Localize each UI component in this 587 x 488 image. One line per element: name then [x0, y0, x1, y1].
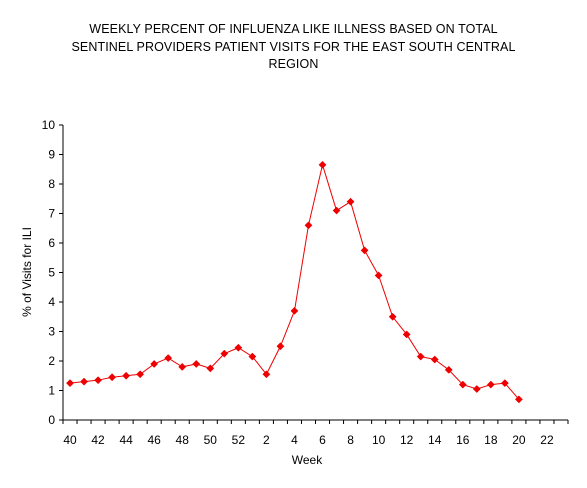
- data-point-marker: [248, 352, 257, 361]
- chart-title-line-1: WEEKLY PERCENT OF INFLUENZA LIKE ILLNESS…: [89, 22, 498, 36]
- y-tick-label: 2: [48, 354, 55, 368]
- x-tick-label: 2: [263, 433, 270, 447]
- data-point-marker: [430, 355, 439, 364]
- data-point-marker: [486, 380, 495, 389]
- y-tick-label: 6: [48, 236, 55, 250]
- data-point-marker: [164, 354, 173, 363]
- data-point-marker: [416, 352, 425, 361]
- data-point-marker: [66, 379, 74, 388]
- data-point-marker: [178, 362, 187, 371]
- x-tick-label: 20: [512, 433, 526, 447]
- data-point-marker: [150, 359, 159, 368]
- data-point-marker: [402, 330, 411, 339]
- x-tick-label: 48: [176, 433, 190, 447]
- series-group: [66, 160, 523, 404]
- y-tick-label: 8: [48, 177, 55, 191]
- x-tick-label: 16: [456, 433, 470, 447]
- data-point-marker: [500, 379, 509, 388]
- axes-group: [59, 124, 569, 424]
- data-point-marker: [346, 197, 355, 206]
- x-tick-label: 50: [204, 433, 218, 447]
- y-tick-label: 7: [48, 207, 55, 221]
- chart-title-line-3: REGION: [268, 57, 319, 71]
- x-tick-label: 12: [400, 433, 414, 447]
- x-tick-label: 40: [63, 433, 77, 447]
- x-axis-title: Week: [292, 453, 323, 467]
- series-line: [69, 162, 520, 400]
- data-point-marker: [262, 370, 271, 379]
- data-point-marker: [80, 377, 88, 386]
- data-point-marker: [206, 364, 215, 373]
- data-point-marker: [136, 370, 145, 379]
- x-tick-label: 52: [232, 433, 246, 447]
- y-tick-label: 5: [48, 266, 55, 280]
- x-tick-label: 44: [119, 433, 133, 447]
- y-tick-label: 4: [48, 295, 55, 309]
- x-tick-label: 8: [347, 433, 354, 447]
- data-point-marker: [458, 380, 467, 389]
- y-axis-title: % of Visits for ILI: [20, 227, 34, 317]
- data-point-marker: [514, 395, 523, 404]
- data-point-marker: [192, 359, 201, 368]
- data-point-marker: [290, 306, 299, 315]
- x-tick-label: 6: [319, 433, 326, 447]
- x-tick-label: 42: [91, 433, 105, 447]
- y-tick-label: 0: [48, 413, 55, 427]
- x-tick-label: 18: [484, 433, 498, 447]
- data-point-marker: [220, 349, 229, 358]
- x-tick-label: 10: [372, 433, 386, 447]
- data-point-marker: [234, 343, 243, 352]
- y-tick-label: 3: [48, 325, 55, 339]
- data-point-marker: [374, 271, 383, 280]
- data-point-marker: [444, 365, 453, 374]
- x-tick-label: 22: [540, 433, 554, 447]
- chart-title-line-2: SENTINEL PROVIDERS PATIENT VISITS FOR TH…: [71, 40, 516, 54]
- data-point-marker: [388, 312, 397, 321]
- x-tick-label: 4: [291, 433, 298, 447]
- data-point-marker: [360, 246, 369, 255]
- x-tick-label: 46: [148, 433, 162, 447]
- data-point-marker: [94, 376, 103, 385]
- data-point-marker: [276, 342, 285, 351]
- data-point-marker: [108, 373, 117, 382]
- data-point-marker: [304, 221, 313, 230]
- y-tick-label: 1: [48, 384, 55, 398]
- data-point-marker: [122, 371, 131, 380]
- x-tick-label: 14: [428, 433, 442, 447]
- y-tick-label: 10: [42, 118, 56, 132]
- y-tick-label: 9: [48, 148, 55, 162]
- data-point-marker: [332, 206, 341, 215]
- data-point-marker: [318, 160, 327, 169]
- data-point-marker: [472, 385, 481, 393]
